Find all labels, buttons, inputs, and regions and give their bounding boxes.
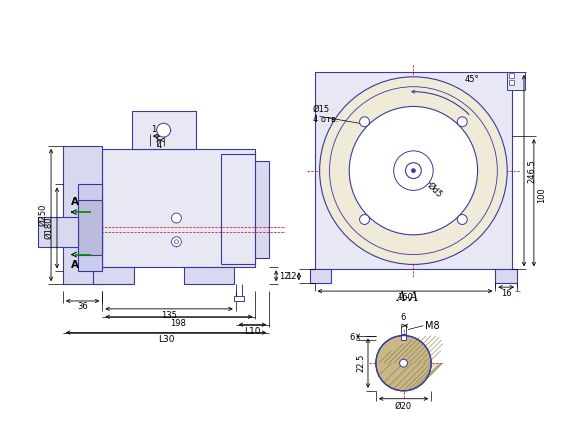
Circle shape	[360, 215, 369, 224]
Text: 4 отв.: 4 отв.	[313, 115, 338, 124]
Circle shape	[172, 213, 181, 223]
Circle shape	[457, 215, 467, 224]
Circle shape	[457, 117, 467, 127]
Text: 135: 135	[162, 311, 177, 320]
Bar	[63, 146, 102, 284]
Text: 36: 36	[77, 302, 88, 311]
Text: 12: 12	[286, 272, 297, 281]
Text: 160: 160	[398, 293, 413, 302]
Bar	[221, 154, 255, 264]
Bar	[255, 161, 269, 257]
Text: 14: 14	[151, 125, 162, 134]
Bar	[184, 268, 234, 284]
Text: 6: 6	[350, 334, 355, 342]
Bar	[310, 269, 331, 283]
Bar	[495, 269, 517, 283]
Bar	[401, 334, 406, 341]
Circle shape	[349, 106, 477, 235]
Circle shape	[320, 77, 507, 264]
Text: 198: 198	[171, 319, 186, 328]
Text: Ø20: Ø20	[395, 402, 412, 411]
Text: 6: 6	[401, 313, 406, 322]
Circle shape	[360, 117, 369, 127]
Bar	[509, 80, 514, 85]
Text: Ø15: Ø15	[313, 105, 330, 114]
Bar	[132, 111, 196, 149]
Bar	[314, 72, 512, 269]
Circle shape	[394, 151, 433, 191]
Text: A-A: A-A	[397, 291, 420, 304]
Text: 12: 12	[279, 272, 290, 281]
Bar	[77, 200, 102, 255]
Text: Ø180: Ø180	[44, 216, 53, 239]
Text: A: A	[71, 260, 79, 271]
Text: L30: L30	[158, 334, 175, 344]
Circle shape	[157, 123, 171, 137]
Text: Ød5: Ød5	[425, 181, 444, 200]
Text: 22.5: 22.5	[356, 354, 365, 372]
Bar	[102, 149, 255, 268]
Text: 246.5: 246.5	[527, 159, 536, 183]
Text: 100: 100	[537, 187, 546, 203]
Circle shape	[406, 163, 421, 179]
Bar	[38, 217, 77, 247]
Text: 16: 16	[501, 289, 512, 298]
Circle shape	[376, 336, 431, 391]
Circle shape	[412, 169, 416, 172]
Circle shape	[399, 359, 407, 367]
Bar	[77, 184, 102, 271]
Bar	[509, 73, 514, 78]
Bar	[507, 72, 525, 90]
Text: A: A	[71, 197, 79, 207]
Circle shape	[175, 240, 179, 244]
Bar	[234, 296, 243, 301]
Text: Ø250: Ø250	[38, 204, 47, 226]
Text: M8: M8	[425, 321, 440, 330]
Circle shape	[172, 237, 181, 247]
Bar	[92, 268, 134, 284]
Text: 4: 4	[157, 141, 162, 150]
Circle shape	[329, 87, 497, 255]
Text: L10: L10	[244, 326, 261, 336]
Text: 45°: 45°	[465, 75, 479, 84]
